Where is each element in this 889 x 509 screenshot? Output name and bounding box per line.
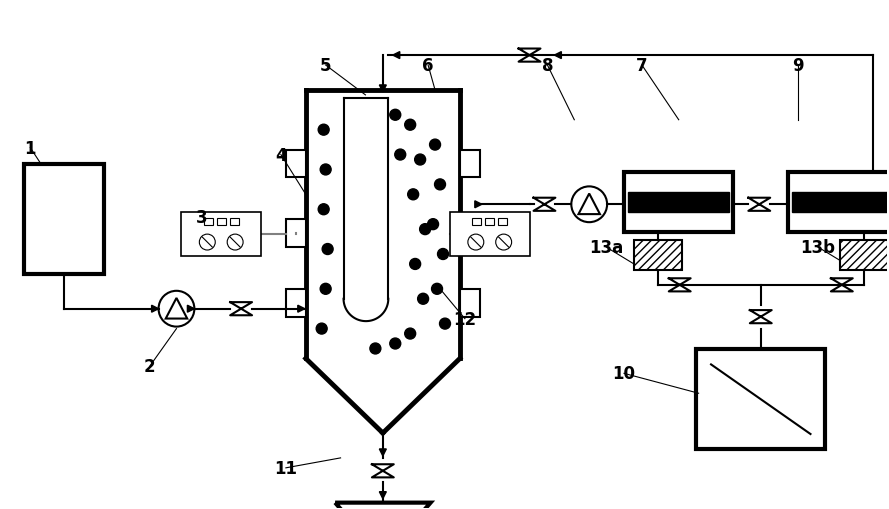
Bar	[217, 219, 226, 226]
Circle shape	[389, 338, 401, 349]
Bar	[696, 350, 825, 449]
Circle shape	[437, 249, 448, 260]
Bar	[460, 150, 480, 178]
Text: 3: 3	[196, 209, 207, 227]
Polygon shape	[188, 305, 195, 313]
Circle shape	[418, 294, 428, 304]
Text: 13a: 13a	[589, 239, 623, 257]
Text: 2: 2	[144, 358, 156, 376]
Bar	[840, 241, 887, 270]
Text: 1: 1	[25, 139, 36, 157]
Polygon shape	[475, 202, 482, 208]
Circle shape	[370, 344, 380, 354]
Text: 11: 11	[275, 459, 297, 477]
Bar	[204, 219, 212, 226]
Circle shape	[431, 284, 443, 295]
Circle shape	[404, 328, 416, 340]
Bar	[181, 213, 261, 257]
Text: 13b: 13b	[800, 239, 836, 257]
Bar	[789, 173, 889, 233]
Circle shape	[389, 110, 401, 121]
Polygon shape	[380, 86, 387, 93]
Text: 4: 4	[275, 146, 287, 164]
Bar	[286, 150, 306, 178]
Circle shape	[429, 140, 441, 151]
Bar	[624, 173, 733, 233]
Circle shape	[320, 165, 331, 176]
Polygon shape	[555, 52, 561, 60]
Bar	[628, 192, 730, 213]
Text: 12: 12	[453, 310, 477, 328]
Polygon shape	[152, 305, 158, 313]
Text: 9: 9	[792, 57, 804, 75]
Bar	[498, 219, 507, 226]
Circle shape	[410, 259, 420, 270]
Bar	[229, 219, 238, 226]
Circle shape	[404, 120, 416, 131]
Text: 6: 6	[422, 57, 434, 75]
Bar	[286, 220, 306, 247]
Bar	[286, 289, 306, 317]
Bar	[634, 241, 682, 270]
Circle shape	[395, 150, 405, 161]
Text: 5: 5	[320, 57, 332, 75]
Text: 8: 8	[541, 57, 553, 75]
Bar	[24, 165, 104, 274]
Bar	[460, 220, 480, 247]
Bar	[792, 192, 889, 213]
Circle shape	[408, 189, 419, 201]
Circle shape	[318, 205, 329, 215]
Polygon shape	[380, 449, 387, 456]
Circle shape	[320, 284, 331, 295]
Circle shape	[414, 155, 426, 165]
Polygon shape	[380, 492, 387, 499]
Bar	[450, 213, 530, 257]
Bar	[460, 289, 480, 317]
Bar	[472, 219, 481, 226]
Text: 10: 10	[613, 364, 636, 383]
Polygon shape	[298, 305, 305, 313]
Circle shape	[420, 224, 430, 235]
Circle shape	[435, 180, 445, 190]
Circle shape	[318, 125, 329, 136]
Polygon shape	[393, 52, 400, 60]
Circle shape	[316, 324, 327, 334]
Bar	[485, 219, 494, 226]
Text: 7: 7	[637, 57, 648, 75]
Circle shape	[439, 319, 451, 329]
Circle shape	[322, 244, 333, 255]
Circle shape	[428, 219, 438, 230]
